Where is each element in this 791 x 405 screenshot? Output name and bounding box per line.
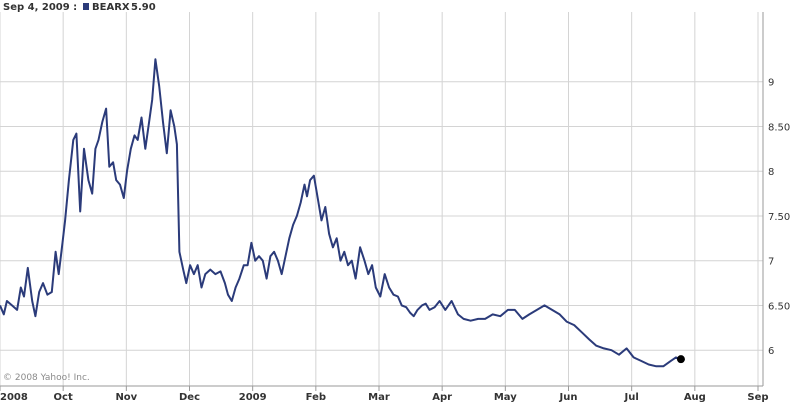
x-tick-label: 2008 [0, 392, 28, 403]
x-tick-label: 2009 [239, 392, 267, 403]
x-tick-label: May [494, 392, 517, 403]
y-tick-label: 9 [768, 78, 774, 89]
x-axis-ticks: 2008 Oct Nov Dec 2009 Feb Mar Apr May Jun Jul Aug Se… [0, 386, 769, 403]
y-tick-label: 7 [768, 257, 774, 268]
x-tick-label: Mar [368, 392, 390, 403]
legend-value: 5.90 [131, 2, 156, 13]
y-tick-label: 8 [768, 167, 774, 178]
x-tick-label: Sep [747, 392, 768, 403]
series-line-bearx [0, 58, 682, 368]
y-tick-label: 8.50 [768, 122, 790, 133]
legend-ticker: BEARX [92, 2, 130, 13]
x-tick-label: Feb [306, 392, 326, 403]
x-tick-label: Nov [115, 392, 137, 403]
y-axis-ticks: 6 6.50 7 7.50 8 8.50 9 [768, 78, 790, 358]
chart-grid [0, 12, 763, 386]
date-label: Sep 4, 2009 : [3, 2, 77, 13]
x-tick-label: Aug [684, 392, 706, 403]
chart-header: Sep 4, 2009 : BEARX 5.90 [3, 2, 156, 13]
y-tick-label: 7.50 [768, 212, 790, 223]
copyright-notice: © 2008 Yahoo! Inc. [3, 373, 90, 383]
x-tick-label: Oct [54, 392, 73, 403]
y-tick-label: 6 [768, 346, 774, 357]
last-value-marker [676, 355, 685, 364]
y-tick-label: 6.50 [768, 301, 790, 312]
x-tick-label: Jul [624, 392, 639, 403]
x-tick-label: Jun [559, 392, 578, 403]
x-tick-label: Dec [179, 392, 200, 403]
x-tick-label: Apr [432, 392, 452, 403]
legend-swatch [83, 3, 89, 10]
